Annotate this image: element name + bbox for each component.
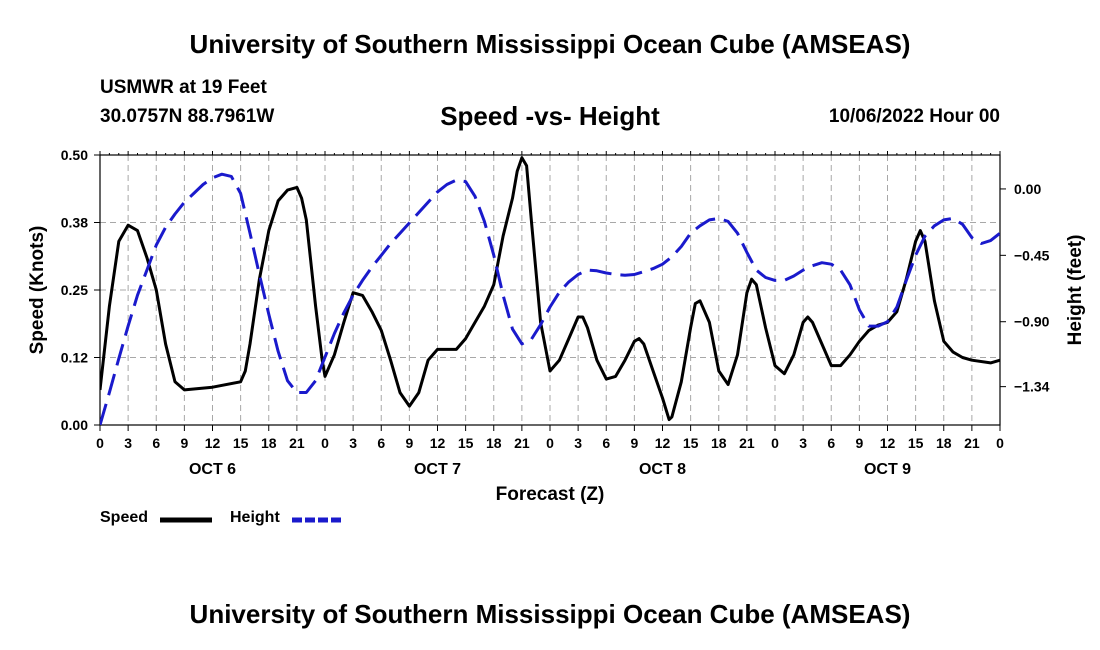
x-axis-title: Forecast (Z) <box>496 484 605 505</box>
day-label: OCT 8 <box>639 461 686 478</box>
x-tick-label: 3 <box>349 435 357 451</box>
chart-subtitle-text: Speed -vs- Height <box>440 101 660 131</box>
x-tick-label: 0 <box>996 435 1004 451</box>
x-tick-label: 15 <box>908 435 924 451</box>
height-series-line <box>100 172 1000 425</box>
x-tick-label: 18 <box>936 435 952 451</box>
x-tick-label: 9 <box>630 435 638 451</box>
x-tick-label: 21 <box>514 435 530 451</box>
day-label: OCT 6 <box>189 461 236 478</box>
x-tick-label: 15 <box>683 435 699 451</box>
x-tick-label: 0 <box>546 435 554 451</box>
day-label: OCT 9 <box>864 461 911 478</box>
x-tick-label: 21 <box>739 435 755 451</box>
y-tick-label: 0.50 <box>61 147 88 163</box>
x-tick-label: 6 <box>827 435 835 451</box>
y2-tick-label: −0.90 <box>1014 314 1050 330</box>
y2-tick-label: 0.00 <box>1014 181 1041 197</box>
y2-tick-label: −1.34 <box>1014 379 1050 395</box>
x-tick-label: 18 <box>261 435 277 451</box>
forecast-datetime: 10/06/2022 Hour 00 <box>828 106 1000 127</box>
y2-axis-title: Height (feet) <box>1065 235 1086 346</box>
y-tick-label: 0.00 <box>61 417 88 433</box>
x-tick-label: 12 <box>880 435 896 451</box>
footer-title: University of Southern Mississippi Ocean… <box>189 599 911 629</box>
speed-series-line <box>100 156 1000 422</box>
y2-tick-label: −0.45 <box>1014 247 1050 263</box>
x-tick-label: 12 <box>430 435 446 451</box>
x-tick-label: 3 <box>124 435 132 451</box>
x-tick-label: 6 <box>152 435 160 451</box>
chart-subtitle: Speed -vs- Height <box>0 101 1100 132</box>
x-tick-label: 3 <box>799 435 807 451</box>
legend-height-label: Height <box>230 509 280 526</box>
x-tick-label: 15 <box>458 435 474 451</box>
x-tick-label: 18 <box>711 435 727 451</box>
station-label: USMWR at 19 Feet <box>100 77 267 98</box>
x-tick-label: 21 <box>289 435 305 451</box>
x-tick-label: 12 <box>655 435 671 451</box>
x-tick-label: 9 <box>405 435 413 451</box>
y-tick-label: 0.38 <box>61 215 88 231</box>
x-tick-label: 9 <box>180 435 188 451</box>
x-tick-label: 18 <box>486 435 502 451</box>
day-label: OCT 7 <box>414 461 461 478</box>
y-axis-title: Speed (Knots) <box>27 226 48 355</box>
x-tick-label: 15 <box>233 435 249 451</box>
x-tick-label: 12 <box>205 435 221 451</box>
main-title: University of Southern Mississippi Ocean… <box>189 29 911 59</box>
y-tick-label: 0.25 <box>61 282 88 298</box>
x-tick-label: 6 <box>602 435 610 451</box>
x-tick-label: 6 <box>377 435 385 451</box>
x-tick-label: 0 <box>96 435 104 451</box>
x-tick-label: 3 <box>574 435 582 451</box>
x-tick-label: 21 <box>964 435 980 451</box>
station-coordinates: 30.0757N 88.7961W <box>100 106 275 127</box>
x-tick-label: 0 <box>321 435 329 451</box>
x-tick-label: 0 <box>771 435 779 451</box>
y-tick-label: 0.12 <box>61 350 88 366</box>
legend-speed-label: Speed <box>100 509 149 526</box>
x-tick-label: 9 <box>855 435 863 451</box>
